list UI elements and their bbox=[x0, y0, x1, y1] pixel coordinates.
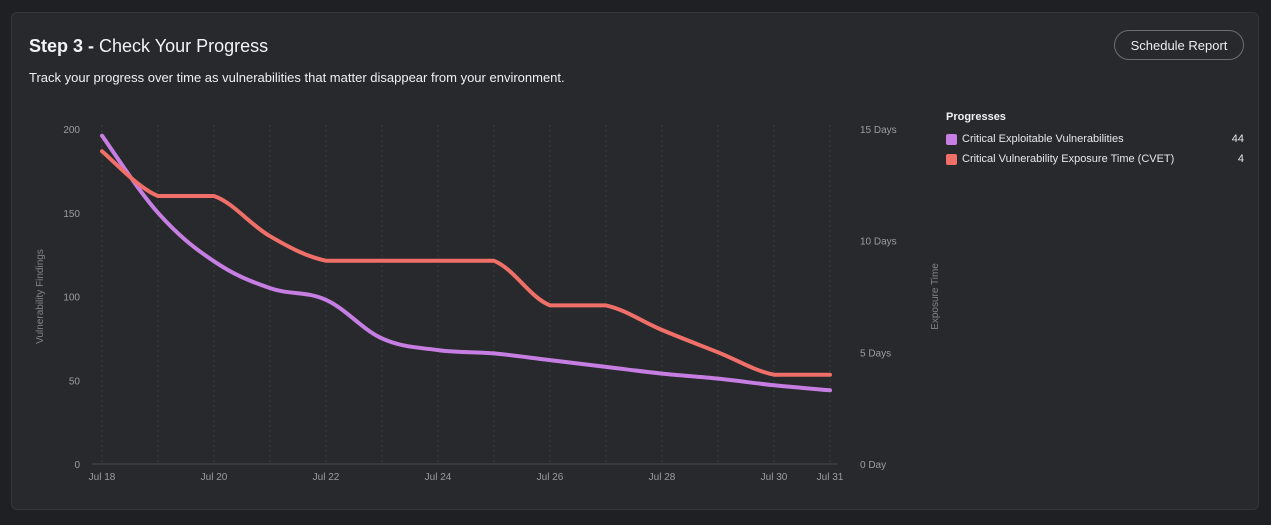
legend-swatch bbox=[946, 133, 957, 145]
y-tick-label: 0 bbox=[74, 460, 80, 471]
y-tick-label: 50 bbox=[69, 376, 81, 387]
legend-item-label: Critical Exploitable Vulnerabilities bbox=[962, 133, 1124, 145]
y2-tick-label: 5 Days bbox=[860, 348, 891, 359]
legend-item-label: Critical Vulnerability Exposure Time (CV… bbox=[962, 153, 1175, 165]
progress-card: Step 3 - Check Your Progress Track your … bbox=[11, 12, 1259, 510]
series-line-1 bbox=[100, 133, 832, 393]
x-tick-label: Jul 30 bbox=[761, 472, 788, 483]
y-axis-title: Vulnerability Findings bbox=[35, 249, 46, 344]
x-tick-label: Jul 28 bbox=[649, 472, 676, 483]
schedule-report-button[interactable]: Schedule Report bbox=[1114, 30, 1244, 60]
legend-item-value: 44 bbox=[1231, 133, 1244, 145]
series-line-2 bbox=[100, 149, 832, 377]
y2-tick-label: 0 Day bbox=[860, 460, 886, 471]
title-text: Check Your Progress bbox=[99, 36, 269, 56]
legend-item-value: 4 bbox=[1237, 153, 1244, 165]
chart-legend: Progresses Critical Exploitable Vulnerab… bbox=[946, 111, 1244, 169]
legend-item-cvet[interactable]: Critical Vulnerability Exposure Time (CV… bbox=[946, 149, 1244, 169]
page-title: Step 3 - Check Your Progress bbox=[29, 35, 268, 57]
x-tick-label: Jul 31 bbox=[817, 472, 844, 483]
legend-swatch bbox=[946, 153, 957, 165]
x-tick-label: Jul 18 bbox=[89, 472, 116, 483]
y2-tick-label: 15 Days bbox=[860, 125, 897, 136]
y-tick-label: 200 bbox=[63, 125, 80, 136]
legend-item-cev[interactable]: Critical Exploitable Vulnerabilities 44 bbox=[946, 129, 1244, 149]
y2-tick-label: 10 Days bbox=[860, 237, 897, 248]
x-tick-label: Jul 26 bbox=[537, 472, 564, 483]
legend-title: Progresses bbox=[946, 111, 1006, 123]
x-tick-label: Jul 22 bbox=[313, 472, 340, 483]
step-label: Step 3 - bbox=[29, 36, 95, 56]
y2-axis-title: Exposure Time bbox=[930, 263, 941, 330]
x-tick-label: Jul 24 bbox=[425, 472, 452, 483]
x-tick-label: Jul 20 bbox=[201, 472, 228, 483]
page-subtitle: Track your progress over time as vulnera… bbox=[29, 70, 565, 85]
progress-chart: 0 50 100 150 200 0 Day 5 Days 10 Days 15 Days Jul… bbox=[35, 125, 941, 483]
y-tick-label: 100 bbox=[63, 293, 80, 304]
y-tick-label: 150 bbox=[63, 209, 80, 220]
